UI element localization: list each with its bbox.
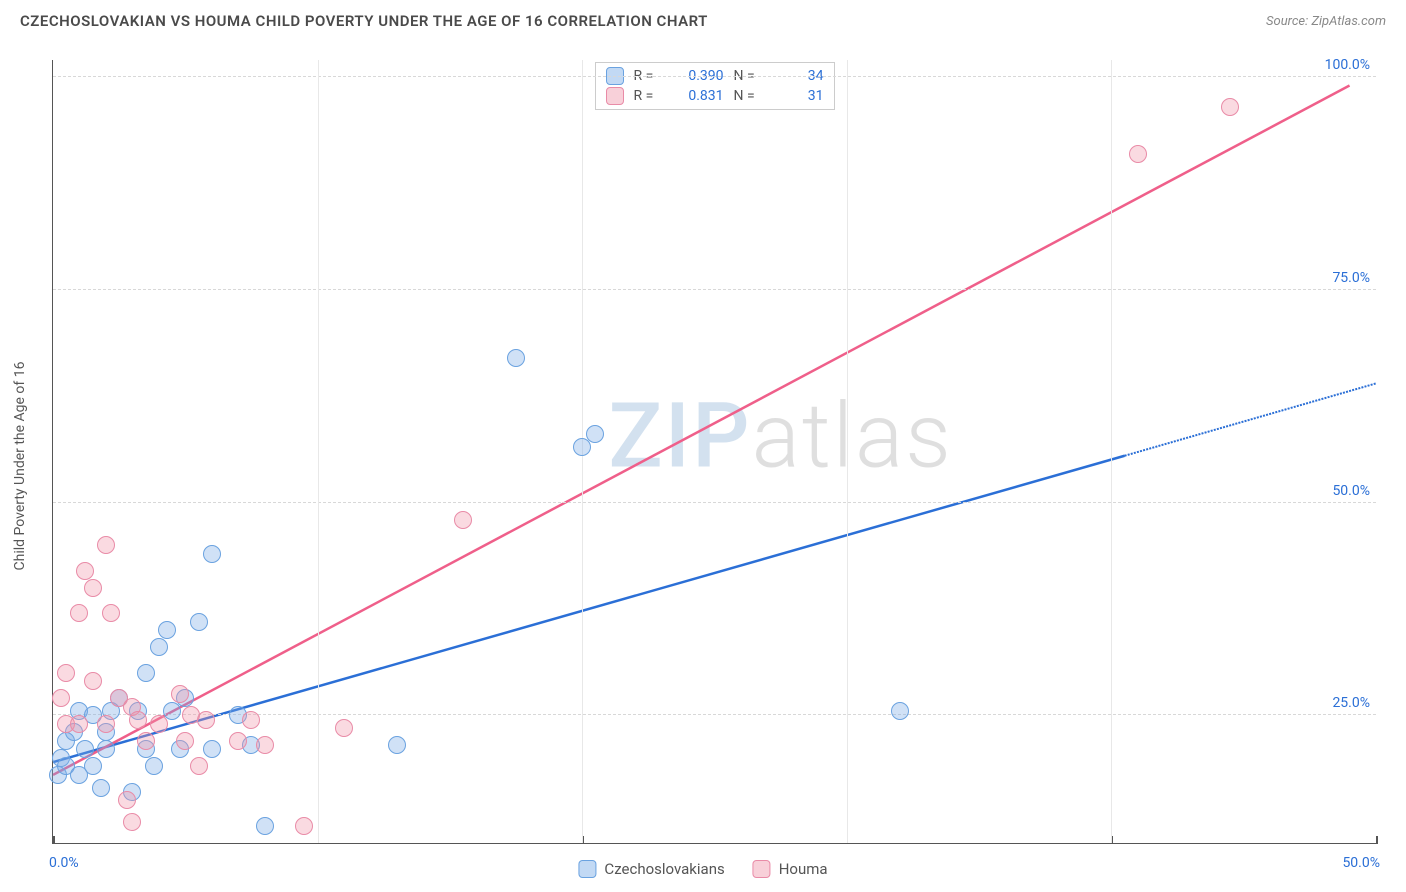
gridline-h [53,289,1376,290]
data-point [84,757,102,775]
y-tick-label: 100.0% [1325,57,1370,73]
x-tick-label: 50.0% [1342,855,1380,871]
data-point [150,638,168,656]
data-point [1221,98,1239,116]
gridline-h [53,502,1376,503]
gridline-v [318,60,319,843]
data-point [256,817,274,835]
data-point [92,779,110,797]
data-point [57,664,75,682]
data-point [171,685,189,703]
data-point [335,719,353,737]
y-tick-label: 75.0% [1332,270,1370,286]
x-tick [53,836,55,844]
data-point [1129,145,1147,163]
data-point [129,711,147,729]
plot-area: ZIPatlas R = 0.390 N = 34 R = 0.831 N = … [52,60,1376,844]
data-point [203,740,221,758]
data-point [242,711,260,729]
data-point [150,715,168,733]
data-point [84,672,102,690]
watermark: ZIPatlas [608,383,953,488]
data-point [137,664,155,682]
data-point [70,715,88,733]
data-point [76,740,94,758]
swatch-czech [578,860,596,878]
series-legend: Czechoslovakians Houma [578,860,827,878]
data-point [84,579,102,597]
data-point [176,732,194,750]
y-axis-label: Child Poverty Under the Age of 16 [12,362,28,571]
source-attribution: Source: ZipAtlas.com [1266,14,1386,29]
y-tick-label: 25.0% [1332,695,1370,711]
data-point [295,817,313,835]
data-point [454,511,472,529]
data-point [145,757,163,775]
data-point [891,702,909,720]
data-point [70,604,88,622]
data-point [197,711,215,729]
data-point [97,715,115,733]
trend-line [53,86,1350,775]
gridline-v [847,60,848,843]
data-point [507,349,525,367]
x-tick-label: 0.0% [49,855,79,871]
data-point [256,736,274,754]
y-tick-label: 50.0% [1332,483,1370,499]
data-point [76,562,94,580]
data-point [118,791,136,809]
data-point [97,536,115,554]
data-point [158,621,176,639]
swatch-houma [606,87,624,105]
data-point [586,425,604,443]
data-point [203,545,221,563]
data-point [97,740,115,758]
data-point [190,613,208,631]
legend-row-houma: R = 0.831 N = 31 [606,87,824,105]
legend-item-czech: Czechoslovakians [578,860,724,878]
gridline-h [53,76,1376,77]
chart-container: Child Poverty Under the Age of 16 ZIPatl… [0,40,1406,892]
chart-title: CZECHOSLOVAKIAN VS HOUMA CHILD POVERTY U… [20,12,708,30]
data-point [102,604,120,622]
legend-item-houma: Houma [753,860,828,878]
data-point [388,736,406,754]
swatch-houma [753,860,771,878]
data-point [123,813,141,831]
data-point [137,732,155,750]
data-point [229,732,247,750]
data-point [190,757,208,775]
gridline-v [1111,60,1112,843]
correlation-legend: R = 0.390 N = 34 R = 0.831 N = 31 [595,62,835,110]
data-point [52,689,70,707]
trend-line-extrapolated [1125,383,1376,455]
x-tick [1376,836,1378,844]
